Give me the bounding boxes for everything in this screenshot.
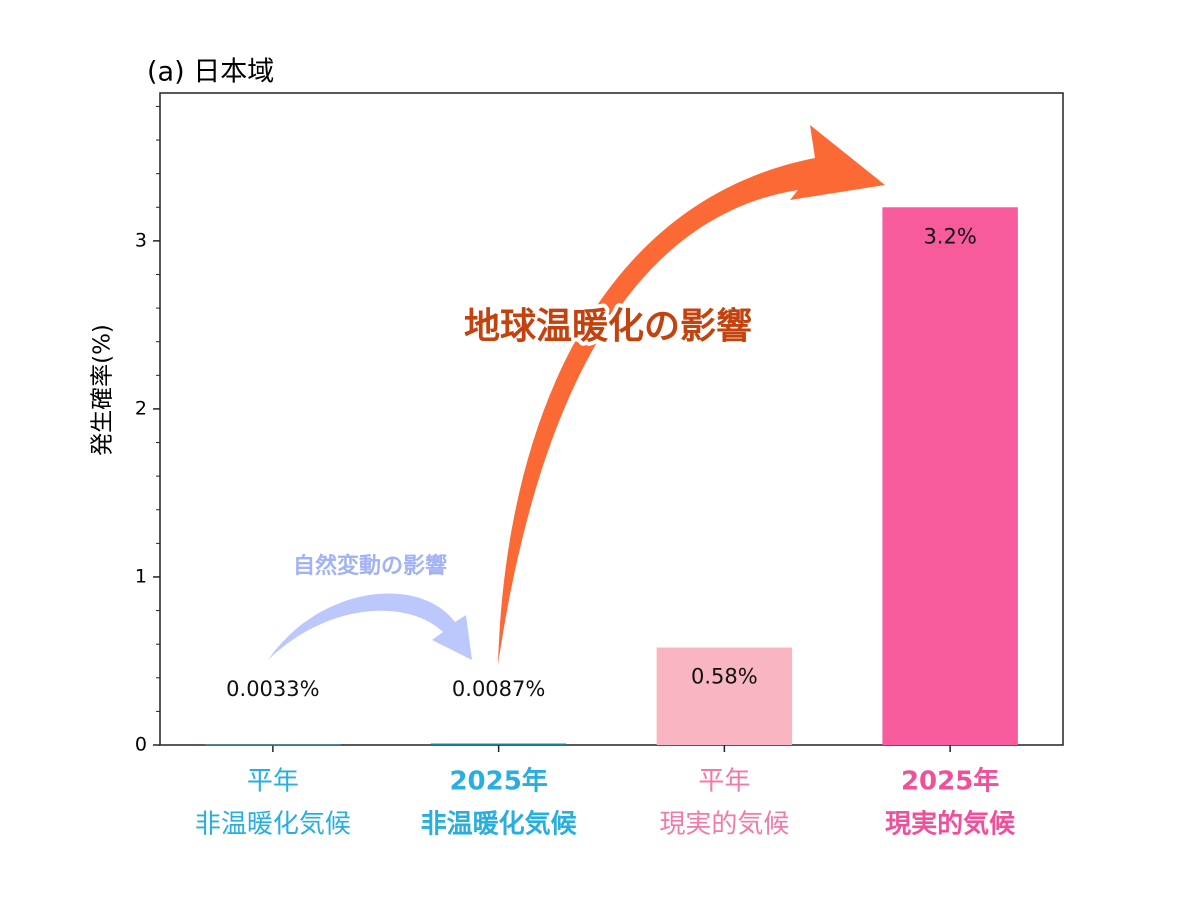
bar	[430, 743, 567, 746]
warming-annotation: 地球温暖化の影響	[464, 305, 752, 347]
value-label: 0.0033%	[226, 677, 319, 701]
x-tick-label: 非温暖化気候	[195, 810, 351, 840]
variability-arrow	[268, 593, 472, 660]
x-tick-label: 2025年	[449, 766, 547, 797]
y-axis-label: 発生確率(%)	[90, 324, 116, 456]
warming-arrow	[498, 125, 885, 665]
y-tick-label: 2	[135, 397, 147, 419]
x-tick-label: 非温暖化気候	[421, 809, 578, 840]
y-tick-label: 0	[135, 734, 147, 756]
plot-frame	[159, 92, 1064, 746]
x-tick-label: 平年	[247, 767, 299, 797]
value-label: 0.58%	[691, 665, 758, 689]
x-tick-label: 現実的気候	[885, 809, 1016, 840]
value-label: 0.0087%	[452, 677, 545, 701]
bar	[882, 207, 1018, 745]
chart-title: (a) 日本域	[147, 57, 274, 88]
x-tick-label: 平年	[698, 767, 750, 797]
variability-annotation: 自然変動の影響	[293, 553, 447, 579]
x-tick-label: 現実的気候	[659, 810, 789, 840]
bar	[656, 647, 793, 745]
y-tick-label: 3	[135, 229, 147, 251]
value-label: 3.2%	[923, 224, 976, 248]
bar	[205, 744, 341, 746]
x-tick-label: 2025年	[901, 766, 999, 797]
y-tick-label: 1	[135, 565, 147, 587]
